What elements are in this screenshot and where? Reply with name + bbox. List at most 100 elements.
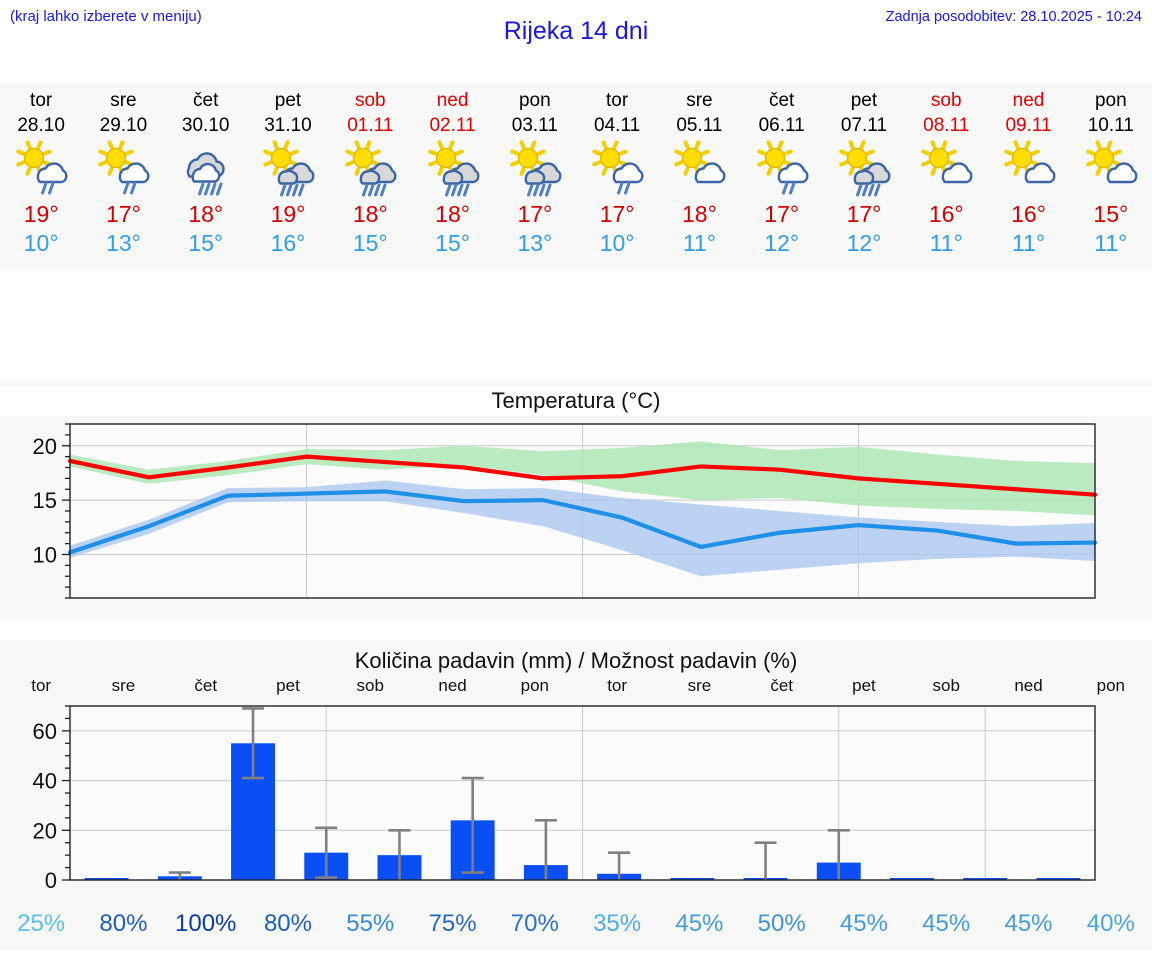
forecast-temp-min: 15° [435,230,470,256]
forecast-temp-min: 11° [682,230,716,256]
precipitation-bar [670,878,715,880]
forecast-temp-max: 18° [682,201,717,227]
precipitation-probability: 50% [757,910,806,937]
precipitation-probability: 55% [346,910,395,937]
page-title: Rijeka 14 dni [503,17,649,45]
temperature-band [70,480,1095,577]
sun-cloud-heavy-rain-icon [510,140,562,197]
forecast-temp-min: 15° [188,230,224,256]
forecast-date: 31.10 [264,115,312,136]
forecast-day-column: pon 03.11 17° 13° [494,88,576,258]
sun-cloud-rain-icon [98,140,150,195]
precipitation-bar [890,878,934,880]
precipitation-day-label: pon [520,676,550,695]
precipitation-probability: 45% [1004,910,1053,937]
weather-icon-wrapper [1070,138,1152,200]
forecast-date: 30.10 [181,115,230,136]
forecast-temp-min: 15° [352,230,388,256]
forecast-temp-min: 11° [929,230,963,256]
sun-cloud-rain-icon [592,140,644,195]
sun-cloud-heavy-rain-icon [427,140,480,197]
forecast-date: 29.10 [99,115,148,136]
forecast-day-column: tor 04.11 17° 10° [576,88,658,258]
precipitation-bar [84,878,129,880]
forecast-day-column: čet 30.10 18° 15° [165,88,247,258]
forecast-day-name: ned [1012,90,1045,111]
forecast-temp-max: 16° [928,201,964,227]
temperature-y-tick-label: 15 [33,488,57,513]
forecast-day-name: ned [436,90,469,111]
menu-hint: (kraj lahko izberete v meniju) [10,8,202,25]
temperature-chart: 10 15 20 [33,423,1098,599]
forecast-date: 03.11 [511,115,558,136]
forecast-date: 05.11 [676,115,723,136]
forecast-temp-min: 10° [23,230,59,256]
weather-icon-wrapper [494,138,576,200]
temperature-y-tick-label: 10 [33,543,57,568]
forecast-day-name: čet [768,90,795,111]
precipitation-chart-title: Količina padavin (mm) / Možnost padavin … [354,648,798,673]
precipitation-y-tick-label: 0 [45,868,57,893]
forecast-temp-min: 12° [764,230,800,256]
forecast-day-column: sre 05.11 18° 11° [658,88,740,258]
precipitation-probability: 25% [17,910,66,937]
forecast-day-column: sre 29.10 17° 13° [82,88,164,258]
forecast-temp-min: 16° [270,230,306,256]
precipitation-day-label: tor [31,676,52,695]
forecast-date: 10.11 [1087,115,1134,136]
forecast-temp-max: 17° [846,201,882,227]
weather-icon-wrapper [576,138,658,200]
sun-cloud-icon [674,140,726,184]
weather-icon-wrapper [741,138,823,200]
forecast-day-name: sob [930,90,962,111]
forecast-temp-max: 18° [188,201,224,227]
precipitation-bar [963,878,1008,880]
forecast-strip: tor 28.10 19° 10° sre 29.10 17° 13° čet 30.10 18° 1… [0,83,1152,271]
precipitation-probability: 35% [593,910,642,937]
weather-icon-wrapper [987,138,1069,200]
forecast-date: 08.11 [923,115,970,136]
precipitation-probability: 45% [839,910,888,937]
sun-cloud-rain-icon [16,140,68,195]
forecast-temp-min: 12° [846,230,882,256]
sun-cloud-icon [1086,140,1138,184]
forecast-day-name: pon [1094,90,1127,111]
forecast-temp-max: 17° [764,201,800,227]
precipitation-probability: 40% [1086,910,1135,937]
precipitation-probability: 75% [428,910,477,937]
precipitation-day-label: pet [852,676,876,695]
forecast-day-column: pet 07.11 17° 12° [823,88,905,258]
forecast-temp-min: 13° [106,230,141,256]
precipitation-probability: 45% [675,910,724,937]
forecast-day-name: sre [110,90,137,111]
precipitation-day-label: pet [276,676,300,695]
forecast-date: 04.11 [594,115,641,136]
forecast-temp-max: 19° [270,201,306,227]
temperature-line [67,489,1098,555]
forecast-day-name: pon [518,90,551,111]
forecast-temp-min: 11° [1011,230,1046,256]
weather-icon-wrapper [0,138,82,200]
weather-icon-wrapper [823,138,905,200]
sun-cloud-heavy-rain-icon [345,140,397,197]
precipitation-day-label: sre [687,676,712,695]
precipitation-chart: 0 20 40 60 [33,705,1096,893]
forecast-day-name: čet [193,90,219,111]
precipitation-probability: 70% [510,910,559,937]
weather-icon-wrapper [82,138,164,200]
weather-icon-wrapper [329,138,411,200]
precipitation-probability: 100% [175,910,237,937]
forecast-day-column: ned 09.11 16° 11° [987,88,1069,258]
precipitation-probability: 80% [99,910,148,937]
weather-icon-wrapper [247,138,329,200]
forecast-day-name: sob [354,90,386,111]
forecast-date: 09.11 [1005,115,1052,136]
forecast-day-name: tor [606,90,629,111]
forecast-day-name: tor [30,90,53,111]
forecast-date: 02.11 [429,115,476,136]
forecast-day-name: sre [686,90,713,111]
forecast-day-name: pet [274,90,302,111]
precipitation-day-label: ned [438,676,467,695]
sun-cloud-heavy-rain-icon [839,140,891,197]
